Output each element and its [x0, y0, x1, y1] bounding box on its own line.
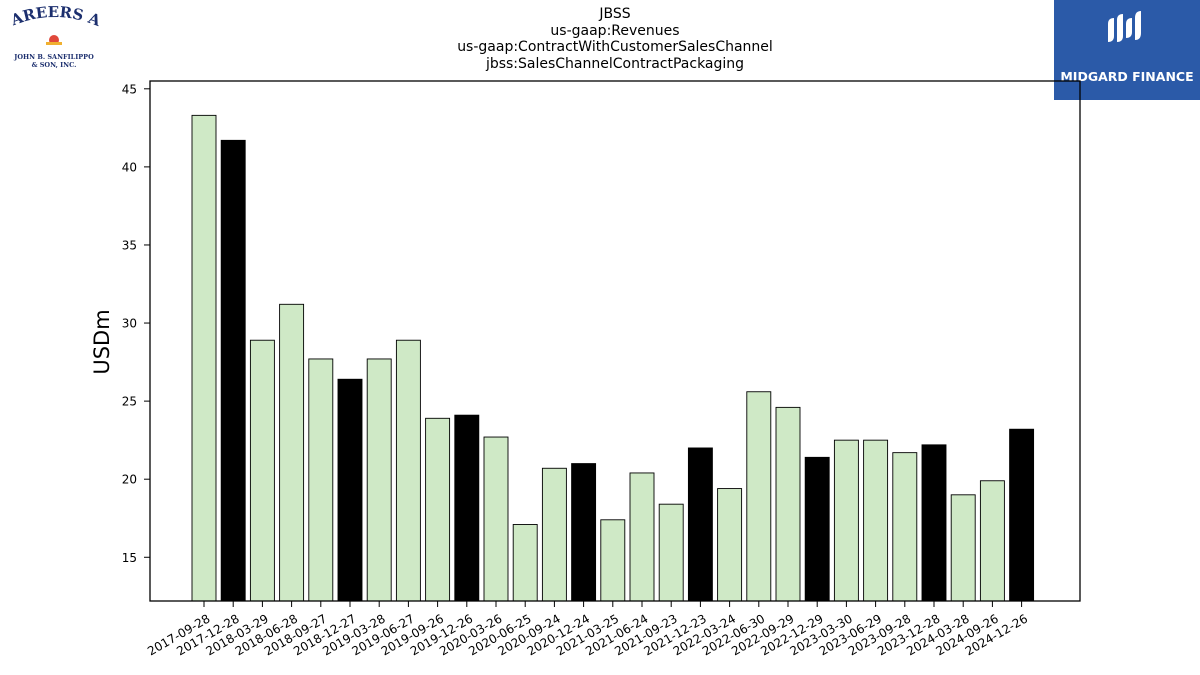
- midgard-logo: MIDGARD FINANCE: [1054, 0, 1200, 100]
- bar-2019-12-26: [454, 414, 480, 602]
- bar-2019-06-27: [395, 339, 421, 602]
- bar-2023-03-30: [833, 439, 859, 602]
- bar-2017-09-28: [191, 114, 217, 602]
- y-tick-label: 45: [122, 82, 137, 96]
- bar-2022-06-30: [746, 391, 772, 602]
- title-ticker: JBSS: [599, 6, 631, 22]
- bar-2020-09-24: [541, 467, 567, 602]
- bar-2021-03-25: [600, 519, 626, 602]
- bar-2017-12-28: [220, 139, 246, 602]
- bars-group: [191, 114, 1035, 602]
- bar-2023-09-28: [892, 452, 918, 602]
- bar-2024-03-28: [950, 494, 976, 602]
- bar-2024-12-26: [1009, 428, 1035, 602]
- chart-title: JBSS us-gaap:Revenues us-gaap:ContractWi…: [415, 6, 815, 72]
- bar-2022-03-24: [717, 488, 743, 602]
- y-tick-label: 25: [122, 395, 137, 409]
- midgard-brand-text: MIDGARD FINANCE: [1060, 69, 1194, 84]
- title-concept: us-gaap:Revenues: [550, 22, 680, 39]
- bar-2022-09-29: [775, 406, 801, 602]
- bar-2020-03-26: [483, 436, 509, 602]
- careers-logo: CAREERS AT JOHN B. SANFILIPPO & SON, INC…: [0, 0, 104, 72]
- company-name-line2: & SON, INC.: [32, 61, 77, 69]
- bar-2020-06-25: [512, 524, 538, 602]
- bar-2019-09-26: [425, 417, 451, 602]
- bar-2018-06-28: [279, 303, 305, 602]
- y-axis: 15 20 25 30 35 40 45: [122, 82, 150, 565]
- bar-2020-12-24: [571, 463, 597, 602]
- title-axis: us-gaap:ContractWithCustomerSalesChannel: [457, 39, 773, 55]
- y-tick-label: 15: [122, 551, 137, 565]
- y-tick-label: 40: [122, 160, 137, 174]
- bar-2019-03-28: [366, 358, 392, 602]
- bar-2018-12-27: [337, 378, 363, 602]
- bar-2024-09-26: [979, 480, 1005, 602]
- y-tick-label: 35: [122, 238, 137, 252]
- bar-2021-09-23: [658, 503, 684, 602]
- y-tick-label: 30: [122, 317, 137, 331]
- bar-2018-09-27: [308, 358, 334, 602]
- bar-2023-06-29: [863, 439, 889, 602]
- y-tick-label: 20: [122, 473, 137, 487]
- title-member: jbss:SalesChannelContractPackaging: [485, 55, 745, 72]
- x-axis: 2017-09-282017-12-282018-03-292018-06-28…: [145, 601, 1030, 658]
- bar-2023-12-28: [921, 444, 947, 602]
- plot-frame: [149, 80, 1081, 602]
- bar-2021-06-24: [629, 472, 655, 602]
- bar-2022-12-29: [804, 456, 830, 602]
- bar-2018-03-29: [249, 339, 275, 602]
- midgard-mark-icon: [1108, 11, 1141, 42]
- y-axis-label: USDm: [90, 309, 114, 374]
- company-name-line1: JOHN B. SANFILIPPO: [13, 53, 94, 61]
- bar-2021-12-23: [687, 447, 713, 602]
